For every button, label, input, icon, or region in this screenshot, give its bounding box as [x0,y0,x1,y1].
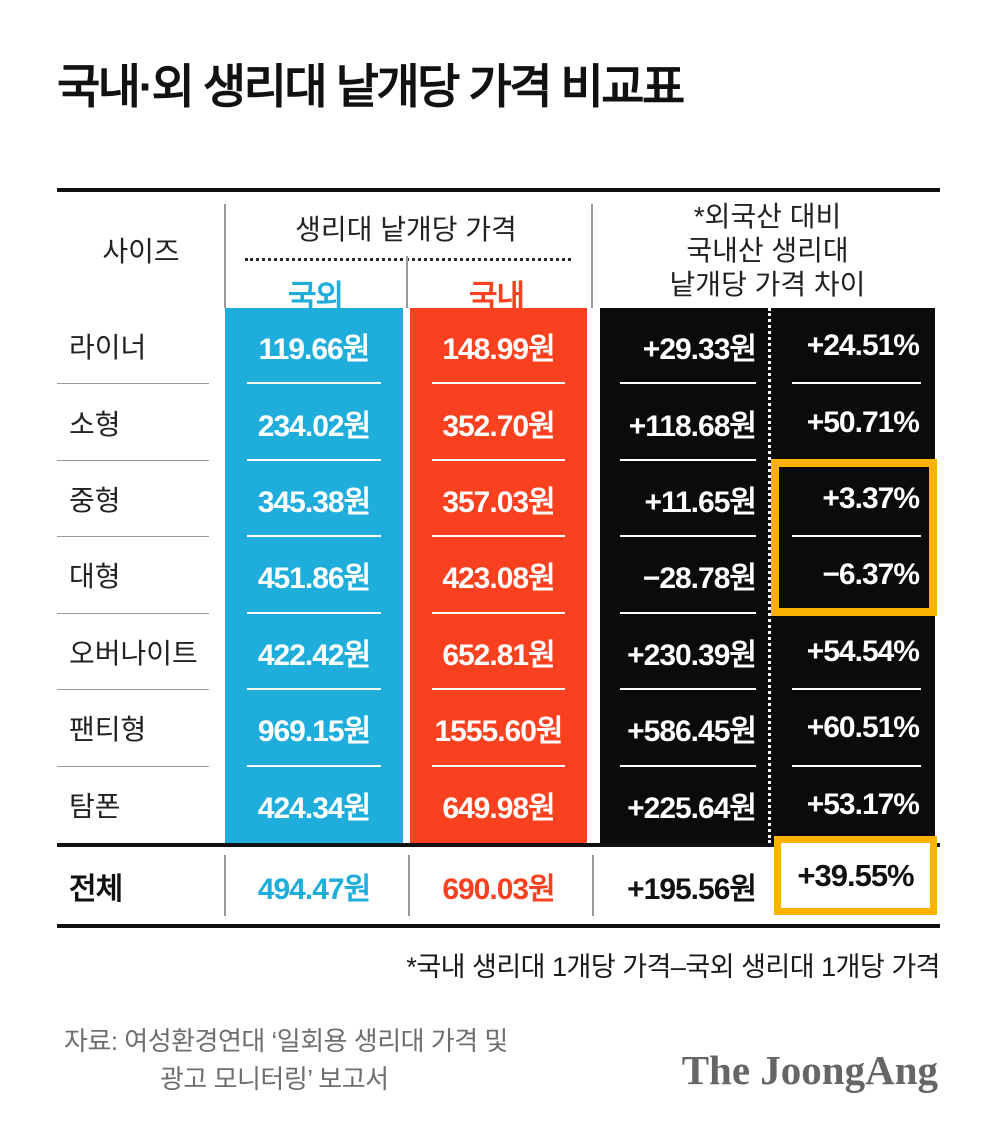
table-row: 소형 234.02원 352.70원 +118.68원 +50.71% [57,384,940,462]
size-label: 팬티형 [69,714,147,746]
diff-won: +29.33원 [642,333,757,367]
diff-won: −28.78원 [642,562,757,596]
domestic-price: 423.08원 [442,562,555,596]
header-divider-3 [591,204,593,308]
diff-pct: +3.37% [822,482,920,516]
foreign-price: 234.02원 [257,409,371,443]
diff-pct: +50.71% [806,405,920,439]
foreign-price: 422.42원 [257,638,371,672]
diff-won: +586.45원 [627,715,757,749]
diff-won: +230.39원 [627,638,757,672]
table-row: 중형 345.38원 357.03원 +11.65원 +3.37% [57,460,940,539]
comparison-table: 사이즈 생리대 낱개당 가격 국외 국내 *외국산 대비 국내산 생리대 낱개당… [57,188,940,928]
page-title: 국내·외 생리대 낱개당 가격 비교표 [57,60,685,113]
domestic-price: 352.70원 [442,409,555,443]
diff-won: +225.64원 [627,791,757,825]
size-label: 대형 [69,561,121,593]
total-diff-pct: +39.55% [797,857,914,893]
foreign-price: 424.34원 [257,791,371,825]
top-rule [57,188,940,192]
foreign-price: 345.38원 [257,486,371,520]
size-label: 라이너 [69,332,147,364]
diff-won: +11.65원 [644,486,757,520]
diff-header-line2: 국내산 생리대 [686,235,849,266]
table-body: 라이너 119.66원 148.99원 +29.33원 +24.51% 소형 2… [57,308,940,843]
size-label: 소형 [69,408,121,440]
total-divider-3 [592,855,594,916]
table-row: 오버나이트 422.42원 652.81원 +230.39원 +54.54% [57,613,940,692]
price-group-title: 생리대 낱개당 가격 [295,214,517,245]
bottom-rule [57,924,940,928]
total-top-rule [57,843,940,847]
total-divider-2 [408,855,410,916]
domestic-price: 148.99원 [442,333,555,367]
diff-dotted-divider [768,308,771,843]
total-label: 전체 [69,872,123,906]
table-header: 사이즈 생리대 낱개당 가격 국외 국내 *외국산 대비 국내산 생리대 낱개당… [57,192,940,314]
col-header-size: 사이즈 [102,236,180,267]
footnote: *국내 생리대 1개당 가격–국외 생리대 1개당 가격 [406,952,940,982]
total-domestic-price: 690.03원 [442,872,555,906]
table-row: 팬티형 969.15원 1555.60원 +586.45원 +60.51% [57,690,940,768]
size-label: 오버나이트 [69,637,198,669]
foreign-price: 969.15원 [257,715,371,749]
size-label: 탐폰 [69,790,121,822]
diff-pct: +53.17% [806,787,920,821]
joongang-logo: The JoongAng [681,1047,938,1093]
total-diff-won: +195.56원 [627,872,757,906]
domestic-price: 357.03원 [442,486,555,520]
domestic-price: 1555.60원 [434,715,563,749]
foreign-price: 119.66원 [258,333,371,367]
source-credit: 자료: 여성환경연대 ‘일회용 생리대 가격 및 광고 모니터링’ 보고서 [64,1022,508,1098]
diff-won: +118.68원 [628,409,757,443]
domestic-price: 652.81원 [442,638,555,672]
diff-pct: +54.54% [806,634,920,668]
diff-header-line1: *외국산 대비 [693,201,842,232]
highlight-box-total-pct: +39.55% [774,836,937,915]
diff-pct: +24.51% [806,329,920,363]
diff-pct: −6.37% [822,558,920,592]
table-row: 탐폰 424.34원 649.98원 +225.64원 +53.17% [57,766,940,843]
header-divider-2 [406,256,408,308]
source-line1: 자료: 여성환경연대 ‘일회용 생리대 가격 및 [64,1026,508,1056]
table-row: 대형 451.86원 423.08원 −28.78원 −6.37% [57,537,940,615]
diff-header-line3: 낱개당 가격 차이 [669,269,866,300]
size-label: 중형 [69,485,121,517]
domestic-price: 649.98원 [442,791,555,825]
total-foreign-price: 494.47원 [257,872,371,906]
total-divider-1 [224,855,226,916]
foreign-price: 451.86원 [257,562,371,596]
source-line2: 광고 모니터링’ 보고서 [160,1064,389,1094]
diff-pct: +60.51% [806,711,920,745]
dotted-divider [245,258,571,261]
col-header-diff: *외국산 대비 국내산 생리대 낱개당 가격 차이 [600,200,935,302]
header-divider-1 [224,204,226,308]
table-row: 라이너 119.66원 148.99원 +29.33원 +24.51% [57,308,940,386]
